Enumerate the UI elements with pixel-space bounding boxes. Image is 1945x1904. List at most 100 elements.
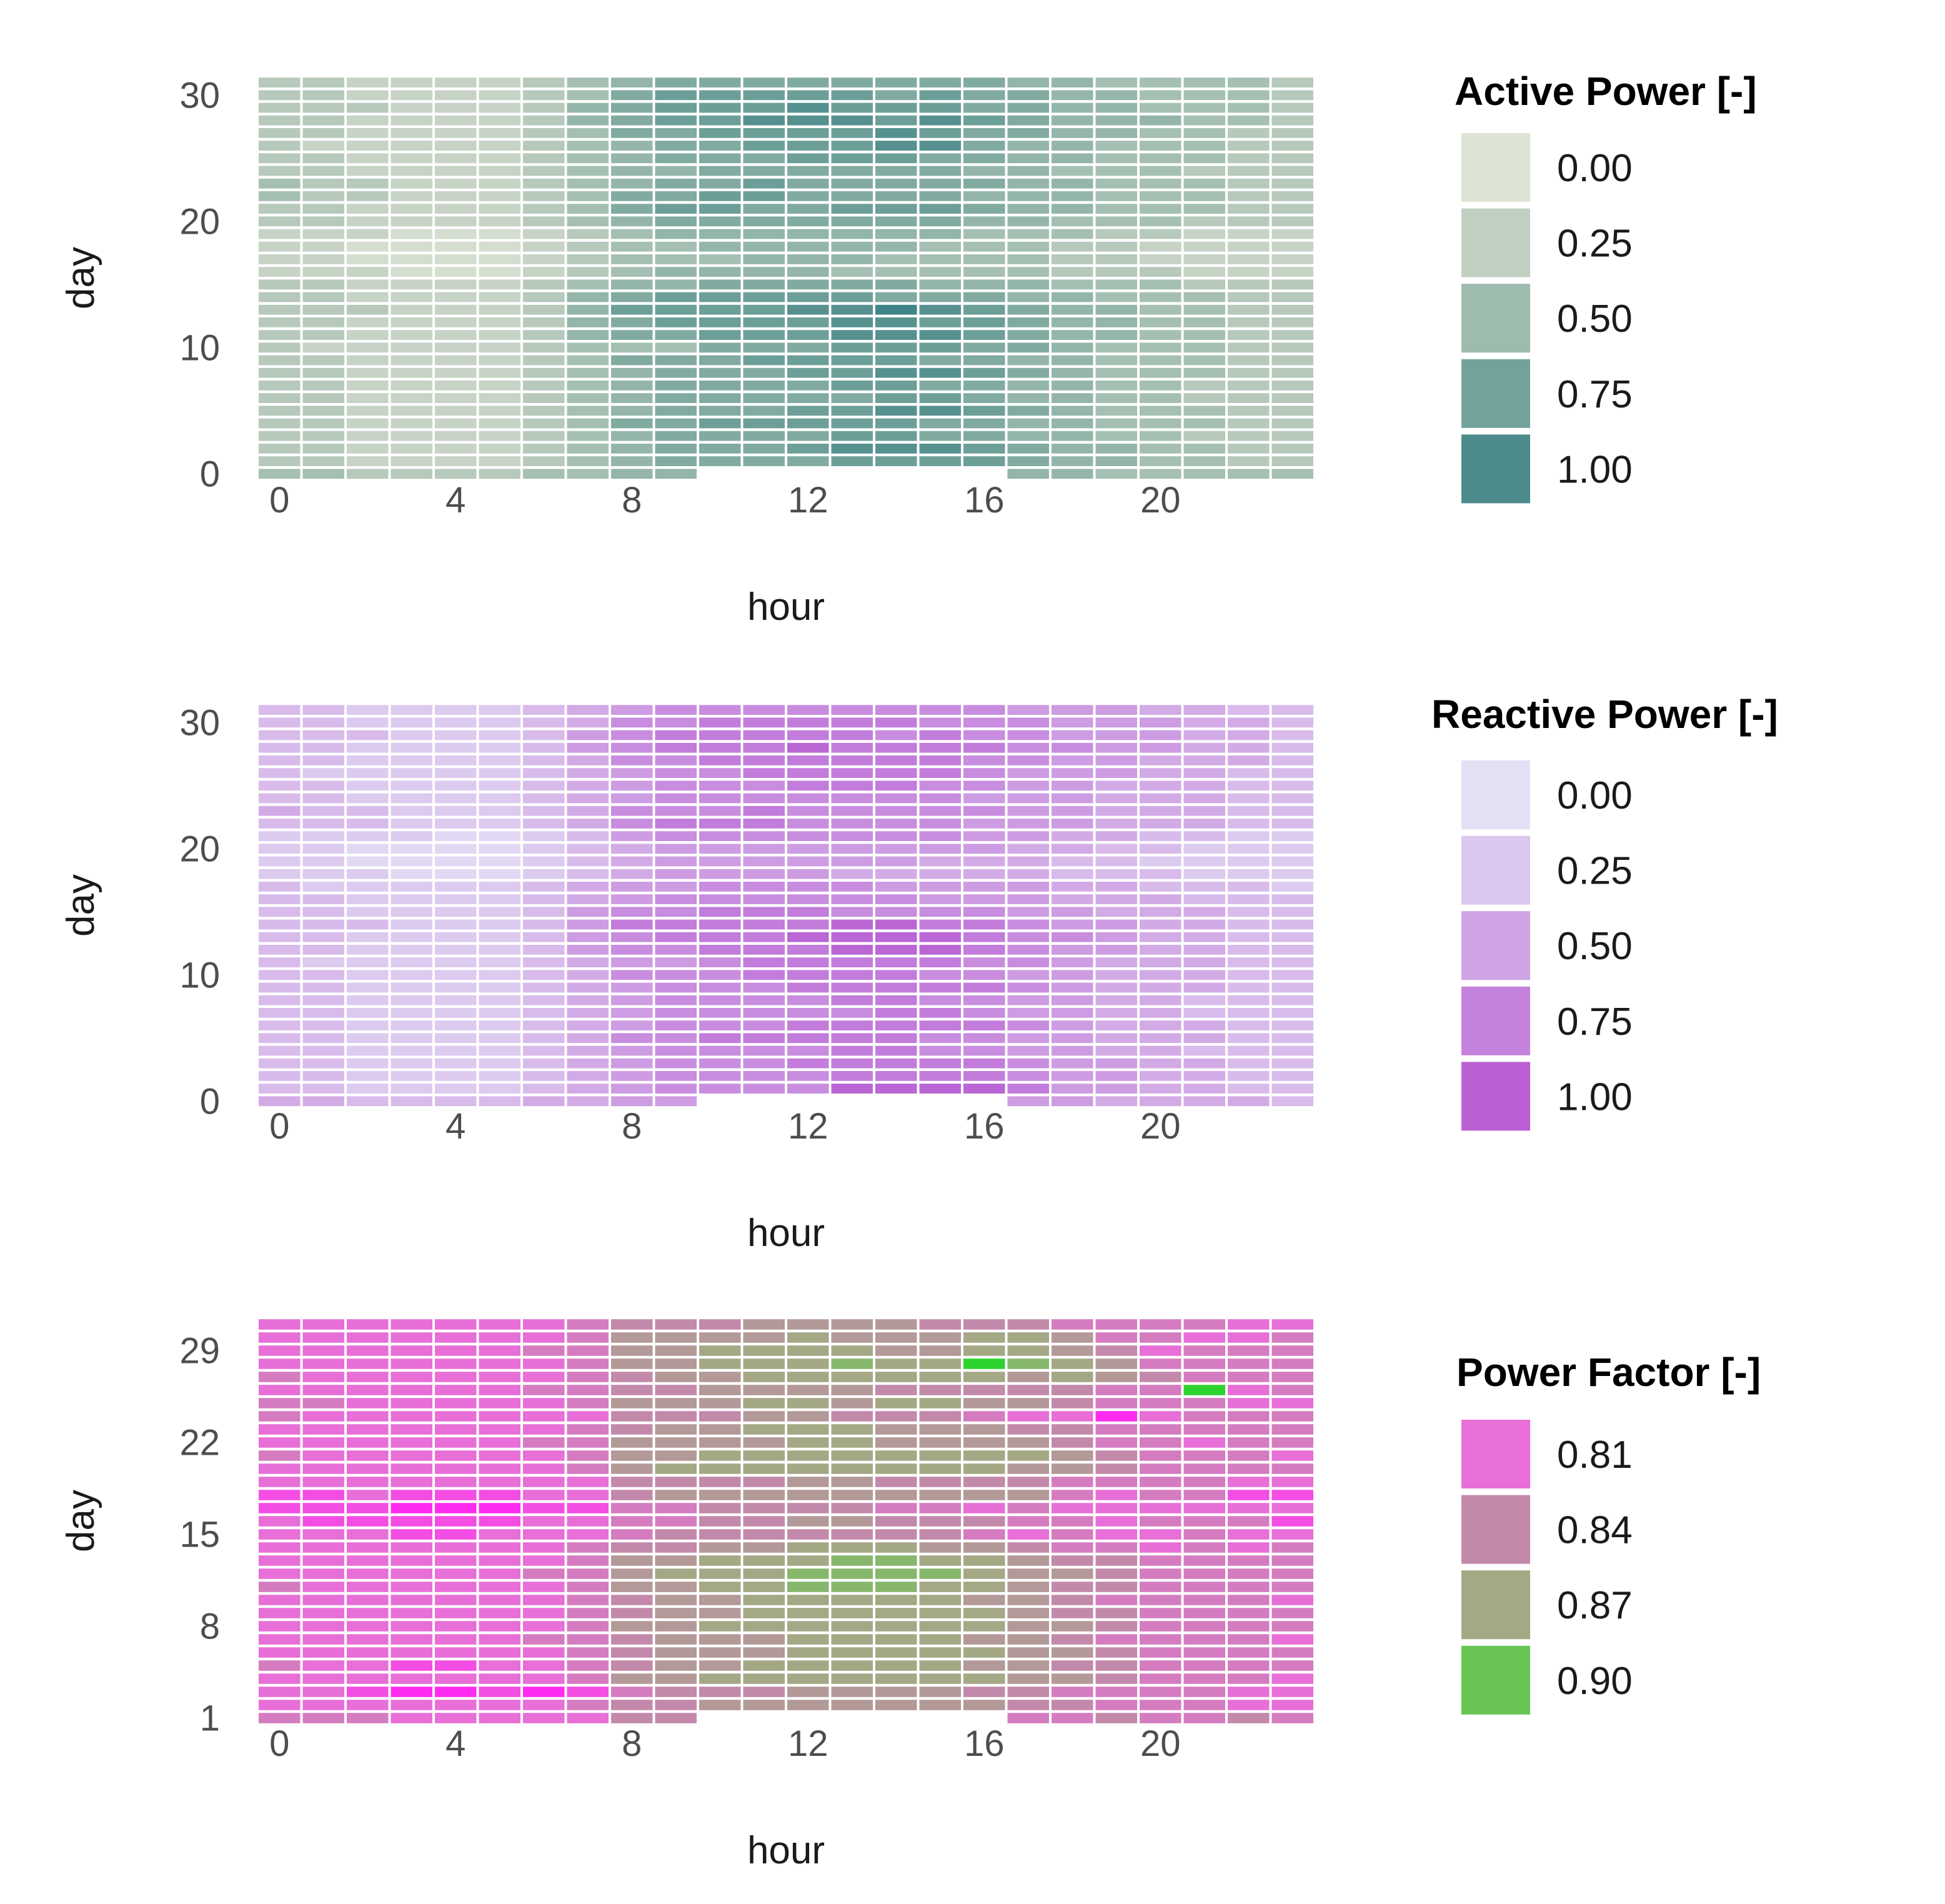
heatmap-tile — [655, 831, 697, 841]
heatmap-tile — [347, 141, 389, 151]
heatmap-tile — [787, 1568, 829, 1579]
heatmap-tile — [302, 418, 344, 429]
heatmap-tile — [302, 444, 344, 454]
heatmap-tile — [611, 1490, 653, 1500]
heatmap-tile — [302, 355, 344, 366]
heatmap-tile — [1140, 1621, 1181, 1632]
heatmap-tile — [1007, 831, 1049, 841]
heatmap-tile — [787, 115, 829, 126]
heatmap-tile — [435, 90, 477, 101]
heatmap-tile — [787, 1477, 829, 1487]
heatmap-tile — [699, 1673, 741, 1684]
heatmap-tile — [1140, 456, 1181, 466]
heatmap-tile — [390, 1608, 432, 1618]
y-tick-label: 20 — [179, 829, 220, 869]
heatmap-tile — [259, 1020, 301, 1030]
heatmap-tile — [1052, 90, 1093, 101]
heatmap-tile — [1140, 381, 1181, 391]
x-tick-label: 8 — [622, 480, 642, 521]
heatmap-tile — [611, 1385, 653, 1395]
heatmap-tile — [831, 1345, 873, 1356]
heatmap-tile — [347, 153, 389, 164]
heatmap-tile — [963, 768, 1005, 778]
heatmap-tile — [523, 919, 565, 930]
heatmap-tile — [655, 141, 697, 151]
heatmap-tile — [919, 178, 961, 189]
heatmap-tile — [1183, 869, 1225, 879]
heatmap-tile — [1052, 166, 1093, 176]
heatmap-tile — [831, 819, 873, 829]
heatmap-tile — [1183, 717, 1225, 728]
heatmap-tile — [435, 469, 477, 479]
heatmap-tile — [831, 317, 873, 327]
heatmap-tile — [963, 456, 1005, 466]
heatmap-tile — [963, 444, 1005, 454]
heatmap-tile — [302, 907, 344, 917]
heatmap-tile — [1271, 1634, 1313, 1645]
heatmap-tile — [699, 141, 741, 151]
heatmap-tile — [655, 805, 697, 816]
heatmap-tile — [699, 1385, 741, 1395]
heatmap-tile — [875, 317, 917, 327]
heatmap-tile — [567, 1398, 609, 1408]
heatmap-tile — [1095, 141, 1137, 151]
heatmap-tile — [567, 1345, 609, 1356]
heatmap-tile — [567, 995, 609, 1005]
heatmap-tile — [302, 755, 344, 765]
heatmap-tile — [347, 418, 389, 429]
heatmap-tile — [1271, 1319, 1313, 1330]
heatmap-tile — [655, 1647, 697, 1658]
heatmap-tile — [831, 115, 873, 126]
heatmap-tile — [699, 1398, 741, 1408]
heatmap-tile — [390, 1008, 432, 1018]
heatmap-tile — [611, 418, 653, 429]
heatmap-tile — [963, 431, 1005, 441]
heatmap-tile — [347, 431, 389, 441]
heatmap-tile — [655, 166, 697, 176]
heatmap-tile — [390, 768, 432, 778]
heatmap-tile — [1095, 456, 1137, 466]
heatmap-tile — [831, 1647, 873, 1658]
heatmap-tile — [302, 166, 344, 176]
heatmap-tile — [479, 869, 520, 879]
heatmap-tile — [523, 1529, 565, 1540]
power-factor-legend: 0.810.840.870.90 — [1461, 1420, 1633, 1715]
heatmap-tile — [1271, 717, 1313, 728]
heatmap-tile — [875, 1332, 917, 1343]
heatmap-tile — [1052, 970, 1093, 980]
heatmap-tile — [1228, 1398, 1270, 1408]
heatmap-tile — [1271, 1621, 1313, 1632]
heatmap-tile — [347, 77, 389, 87]
heatmap-tile — [699, 216, 741, 227]
heatmap-tile — [347, 970, 389, 980]
heatmap-tile — [259, 1084, 301, 1094]
heatmap-tile — [963, 995, 1005, 1005]
heatmap-tile — [831, 1385, 873, 1395]
heatmap-tile — [479, 241, 520, 252]
heatmap-tile — [743, 77, 785, 87]
heatmap-tile — [390, 1490, 432, 1500]
heatmap-tile — [390, 805, 432, 816]
heatmap-tile — [523, 1319, 565, 1330]
heatmap-tile — [1007, 945, 1049, 955]
heatmap-tile — [963, 304, 1005, 315]
heatmap-tile — [875, 1634, 917, 1645]
x-tick-label: 4 — [445, 1723, 465, 1764]
heatmap-tile — [743, 1608, 785, 1618]
heatmap-tile — [1095, 204, 1137, 214]
heatmap-tile — [1228, 982, 1270, 993]
heatmap-tile — [611, 1687, 653, 1697]
heatmap-tile — [1007, 1490, 1049, 1500]
heatmap-tile — [963, 1411, 1005, 1422]
heatmap-tile — [259, 1529, 301, 1540]
heatmap-tile — [787, 292, 829, 302]
heatmap-tile — [523, 844, 565, 854]
heatmap-tile — [347, 1372, 389, 1382]
heatmap-tile — [523, 819, 565, 829]
heatmap-tile — [699, 381, 741, 391]
heatmap-tile — [1228, 1700, 1270, 1710]
heatmap-tile — [259, 1595, 301, 1605]
heatmap-tile — [1271, 1503, 1313, 1513]
heatmap-tile — [699, 128, 741, 138]
